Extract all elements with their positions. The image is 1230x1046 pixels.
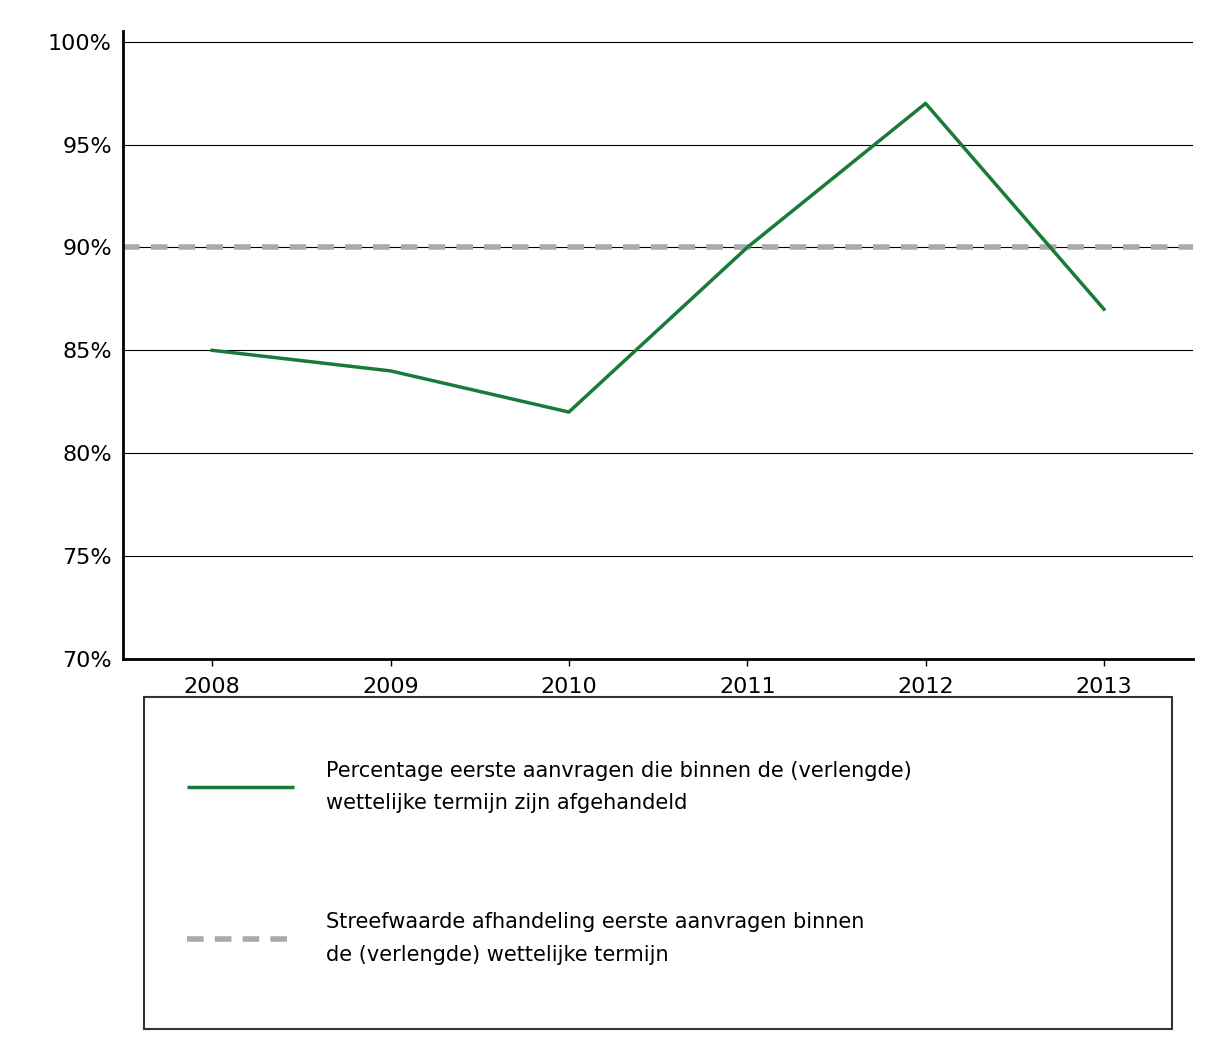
FancyBboxPatch shape — [144, 698, 1172, 1028]
Text: Percentage eerste aanvragen die binnen de (verlengde)
wettelijke termijn zijn af: Percentage eerste aanvragen die binnen d… — [326, 760, 913, 814]
Text: Streefwaarde afhandeling eerste aanvragen binnen
de (verlengde) wettelijke termi: Streefwaarde afhandeling eerste aanvrage… — [326, 912, 865, 965]
